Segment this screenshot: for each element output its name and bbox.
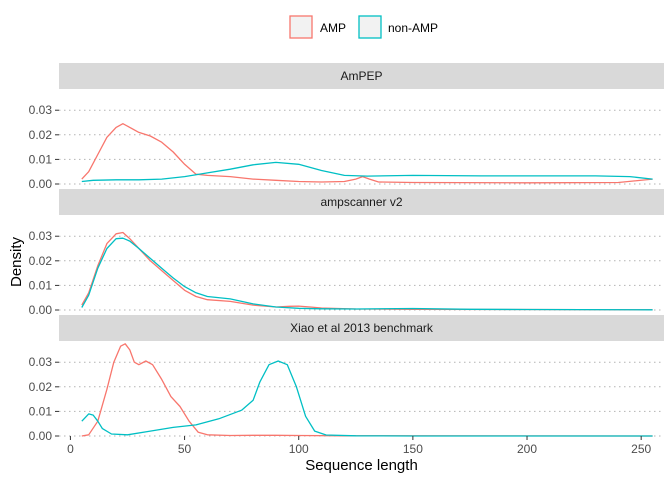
x-tick-label: 150 [403,442,423,456]
x-axis: 0 50 100 150 200 250 [67,436,652,456]
panel-1: AmPEP 0.00 0.01 0.02 0.03 [29,63,664,191]
legend-label-amp: AMP [320,21,346,35]
panel-strip [59,63,664,89]
x-tick-label: 250 [631,442,651,456]
x-tick-label: 50 [178,442,192,456]
series-line-non-amp [81,161,653,183]
legend-key-amp [289,15,313,39]
x-tick-label: 100 [289,442,309,456]
series-line-non-amp [81,360,653,437]
legend-key-non-amp [358,15,382,39]
y-tick-label: 0.00 [29,177,53,191]
panel-2: ampscanner v2 0.00 0.01 0.02 0.03 [29,189,664,317]
panel-title: Xiao et al 2013 benchmark [290,321,434,335]
y-tick-label: 0.01 [29,278,53,292]
y-tick-label: 0.02 [29,128,53,142]
x-tick-label: 200 [517,442,537,456]
y-tick-label: 0.03 [29,103,53,117]
series-line-amp [81,343,653,437]
panel-strip [59,315,664,341]
y-tick-label: 0.01 [29,404,53,418]
y-tick-label: 0.03 [29,355,53,369]
y-axis-title: Density [8,236,25,287]
panel-title: AmPEP [340,69,382,83]
series-line-non-amp [81,237,653,311]
y-tick-label: 0.02 [29,380,53,394]
x-tick-label: 0 [67,442,74,456]
x-axis-title: Sequence length [305,457,418,474]
y-tick-label: 0.00 [29,429,53,443]
y-tick-label: 0.01 [29,152,53,166]
panel-3: Xiao et al 2013 benchmark 0.00 0.01 0.02 0.0… [29,315,664,443]
series-line-amp [81,231,653,311]
panel-strip [59,189,664,215]
y-tick-label: 0.00 [29,303,53,317]
y-tick-label: 0.03 [29,229,53,243]
legend-label-non-amp: non-AMP [388,21,438,35]
panel-title: ampscanner v2 [320,195,402,209]
legend: AMP non-AMP [289,15,438,39]
series-line-amp [81,123,653,184]
y-tick-label: 0.02 [29,254,53,268]
